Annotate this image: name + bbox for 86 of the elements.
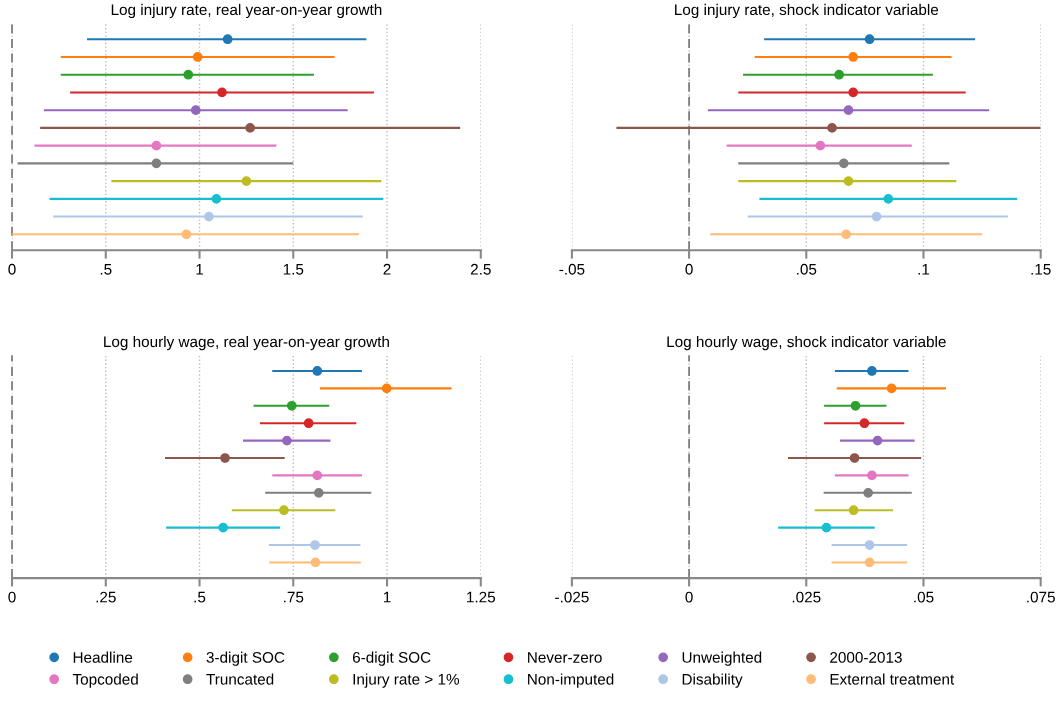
x-tick-label: 0 [8, 591, 16, 603]
point [241, 176, 252, 186]
point [843, 176, 854, 186]
legend-label: Topcoded [72, 673, 138, 688]
point [222, 34, 233, 45]
x-tick-label: .05 [797, 263, 817, 275]
x-tick-label: 0 [685, 263, 693, 275]
legend-label: 3-digit SOC [206, 651, 285, 666]
point [181, 229, 192, 240]
x-tick-label: .15 [1031, 264, 1051, 275]
legend-label: Injury rate > 1% [353, 673, 460, 688]
point [867, 470, 877, 481]
x-tick-label: .025 [792, 591, 821, 603]
point [313, 487, 324, 498]
x-tick-label: .25 [96, 591, 116, 603]
point [871, 211, 882, 222]
point [838, 158, 849, 169]
point [310, 540, 320, 550]
point [864, 34, 875, 45]
x-tick-label: -.05 [559, 263, 585, 275]
x-tick-label: .5 [100, 264, 112, 275]
chart-title: Log injury rate, real year-on-year growth [111, 3, 382, 19]
x-tick-label: .1 [918, 264, 930, 275]
point [841, 229, 851, 240]
point [867, 366, 877, 376]
x-tick-label: .05 [914, 591, 934, 603]
chart-title: Log hourly wage, real year-on-year growth [104, 335, 389, 351]
point [834, 69, 844, 80]
point [151, 140, 162, 151]
x-tick-label: -.025 [555, 591, 589, 603]
x-tick-label: .75 [284, 591, 304, 603]
point [312, 470, 323, 481]
point [303, 418, 314, 429]
point [848, 505, 859, 516]
point [151, 158, 162, 169]
point [220, 453, 230, 463]
point [843, 105, 854, 116]
point [821, 522, 832, 533]
point [848, 52, 859, 62]
x-tick-label: 1.5 [283, 264, 304, 275]
x-tick-label: 2 [383, 263, 391, 275]
x-tick-label: 2.5 [470, 263, 491, 275]
legend-label: Truncated [206, 673, 274, 685]
point [310, 557, 321, 568]
point [183, 69, 194, 80]
legend-label: 6-digit SOC [352, 651, 431, 666]
point [849, 453, 860, 463]
x-tick-label: .075 [1027, 591, 1055, 603]
point [886, 383, 897, 394]
point [218, 522, 229, 533]
legend-label: Disability [682, 673, 743, 688]
x-tick-label: 1 [383, 591, 391, 603]
legend-label: 2000-2013 [830, 652, 902, 663]
point [192, 52, 203, 62]
point [850, 400, 861, 411]
point [381, 383, 392, 394]
point [204, 211, 214, 222]
point [282, 435, 292, 446]
point [245, 123, 256, 133]
point [190, 105, 201, 116]
point [211, 193, 222, 204]
x-tick-label: .5 [194, 591, 206, 603]
point [864, 557, 875, 568]
point [883, 193, 894, 204]
x-tick-label: 1.25 [467, 591, 496, 603]
x-tick-label: 0 [8, 263, 16, 275]
point [815, 140, 826, 151]
legend-label: Headline [73, 651, 133, 663]
x-tick-label: 1 [196, 264, 204, 275]
point [217, 87, 227, 98]
point [827, 123, 837, 133]
legend-label: Non-imputed [528, 673, 614, 688]
chart-title: Log injury rate, shock indicator variable [675, 3, 939, 19]
legend-label: Never-zero [528, 652, 602, 663]
point [279, 505, 289, 516]
x-tick-label: 0 [685, 591, 693, 603]
legend-label: External treatment [830, 673, 955, 685]
point [312, 366, 323, 376]
point [286, 400, 297, 411]
point [872, 435, 883, 446]
point [863, 487, 874, 498]
chart-title: Log hourly wage, shock indicator variable [667, 335, 946, 351]
point [864, 540, 875, 550]
point [859, 418, 870, 429]
point [848, 87, 859, 98]
legend-label: Unweighted [682, 651, 762, 666]
